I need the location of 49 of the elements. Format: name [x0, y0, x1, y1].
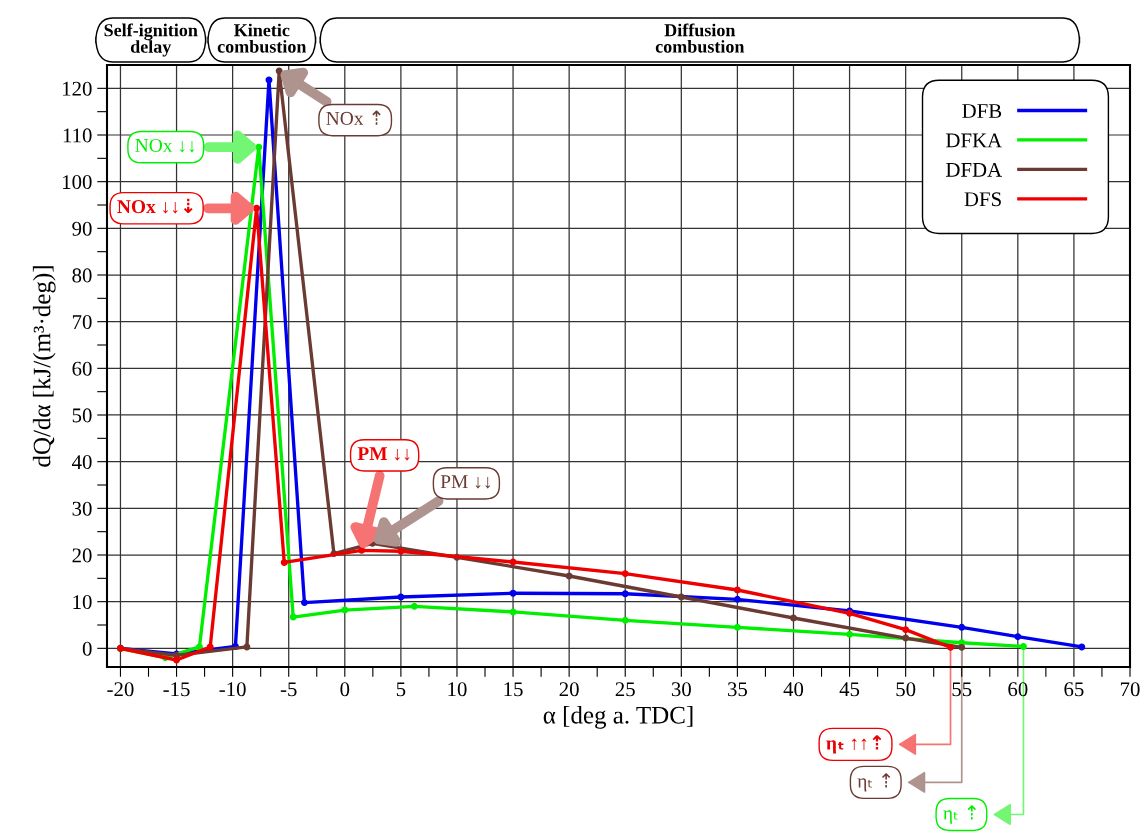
- legend-label: DFDA: [946, 162, 1002, 177]
- x-tick-label: 0: [340, 682, 350, 697]
- y-tick-label: 30: [72, 501, 92, 516]
- text: Kinetic combustion: [217, 23, 307, 53]
- annotation: NOx ↓↓⇣: [117, 198, 193, 214]
- x-tick-label: -15: [163, 682, 190, 697]
- legend-label: DFS: [964, 192, 1001, 207]
- y-tick-label: 20: [72, 548, 92, 563]
- y-axis-title: dQ/dα [kJ/(m³·deg)]: [32, 266, 56, 467]
- annotation: ηₜ ⇡: [943, 805, 976, 824]
- annotation: NOx ↓↓: [135, 138, 195, 153]
- y-tick-label: 90: [72, 221, 92, 236]
- annotation: PM ↓↓: [357, 447, 410, 461]
- annotation: ηₜ ↑↑⇡: [826, 735, 882, 754]
- x-tick-label: 10: [448, 682, 467, 697]
- y-tick-label: 70: [72, 315, 92, 330]
- x-tick-label: -5: [280, 682, 297, 697]
- y-tick-label: 110: [63, 128, 92, 143]
- y-tick-label: 40: [71, 455, 92, 470]
- annotation: ηₜ ⇡: [857, 773, 891, 792]
- x-tick-label: -10: [219, 682, 246, 697]
- annotation: NOx ⇡: [326, 110, 381, 125]
- x-axis-title: α [deg a. TDC]: [543, 706, 693, 729]
- x-tick-label: 20: [559, 682, 579, 697]
- y-tick-label: 80: [72, 268, 92, 283]
- legend-label: DFKA: [946, 133, 1002, 148]
- x-tick-label: 70: [1120, 682, 1140, 697]
- x-tick-label: 65: [1064, 682, 1084, 697]
- y-tick-label: 120: [63, 81, 92, 96]
- x-tick-label: 55: [952, 682, 972, 697]
- x-tick-label: 60: [1008, 682, 1028, 697]
- x-tick-label: 50: [896, 682, 916, 697]
- x-tick-label: 25: [615, 682, 635, 697]
- y-tick-label: 0: [82, 641, 92, 656]
- x-tick-label: 40: [783, 682, 804, 697]
- y-tick-label: 10: [73, 595, 92, 610]
- y-tick-label: 100: [63, 175, 92, 190]
- text: Diffusion combustion: [655, 23, 745, 53]
- x-tick-label: 35: [727, 682, 747, 697]
- annotation: PM ↓↓: [440, 475, 491, 489]
- y-tick-label: 50: [72, 408, 92, 423]
- legend-label: DFB: [962, 104, 1002, 118]
- x-tick-label: 15: [504, 682, 523, 697]
- x-tick-label: 5: [396, 682, 406, 697]
- text: Self-ignition delay: [104, 23, 198, 57]
- x-tick-label: -20: [107, 682, 134, 697]
- x-tick-label: 30: [671, 682, 691, 697]
- x-tick-label: 45: [839, 682, 860, 697]
- y-tick-label: 60: [72, 361, 92, 376]
